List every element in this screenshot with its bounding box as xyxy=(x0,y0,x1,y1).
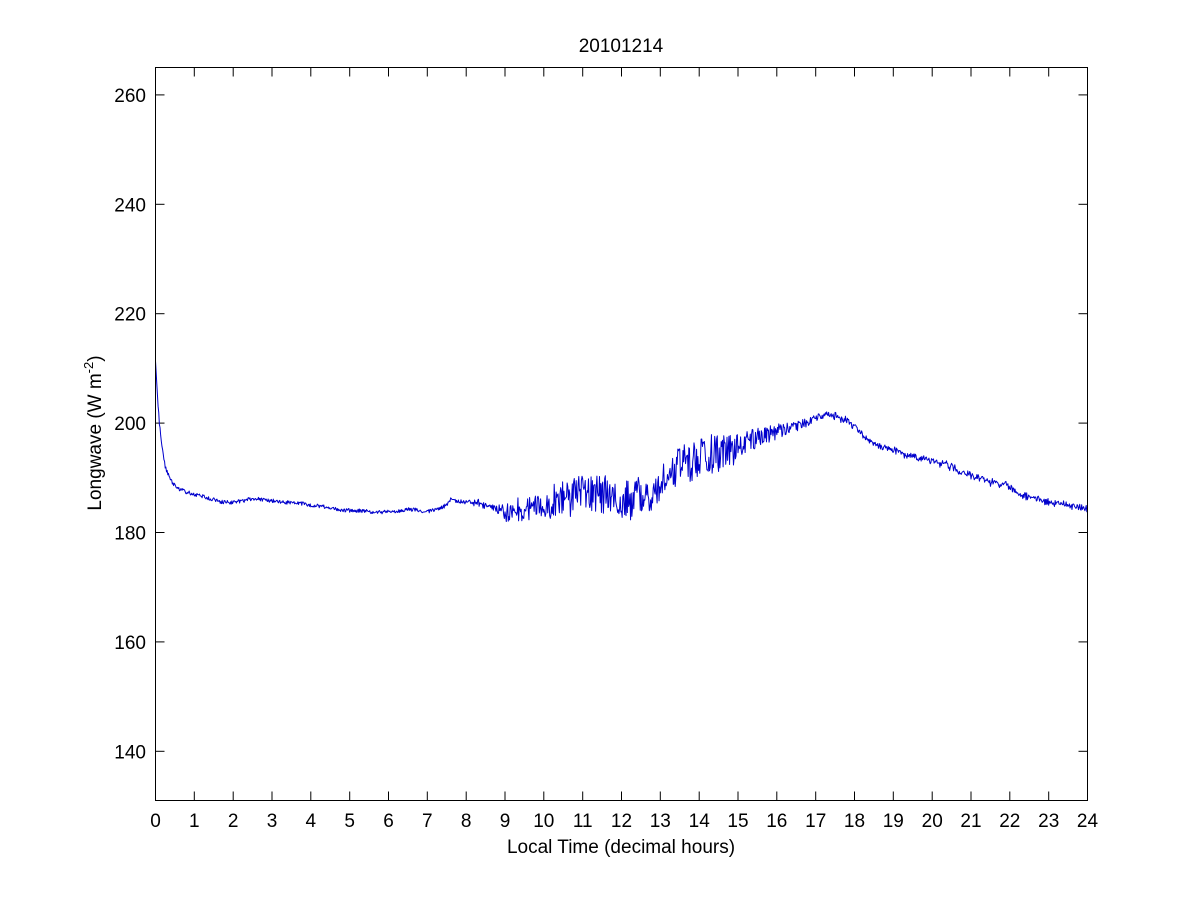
y-tick-label: 220 xyxy=(114,305,146,326)
x-tick-label: 6 xyxy=(383,811,394,832)
x-tick-label: 13 xyxy=(650,811,671,832)
y-axis-label-sup: -2 xyxy=(81,362,96,374)
x-tick-label: 14 xyxy=(689,811,711,832)
y-axis-label-main: Longwave (W m xyxy=(85,373,106,510)
x-tick-label: 11 xyxy=(573,811,593,832)
x-tick-label: 23 xyxy=(1038,811,1059,832)
x-tick-label: 9 xyxy=(500,811,511,832)
x-tick-label: 20 xyxy=(922,811,943,832)
x-tick-label: 12 xyxy=(611,811,632,832)
plot-frame xyxy=(155,67,1088,801)
y-tick-label: 260 xyxy=(114,86,146,107)
x-tick-label: 0 xyxy=(150,811,161,832)
x-tick-label: 24 xyxy=(1077,811,1099,832)
x-tick-label: 16 xyxy=(766,811,787,832)
x-tick-label: 1 xyxy=(189,811,200,832)
x-tick-label: 3 xyxy=(267,811,278,832)
x-tick-label: 8 xyxy=(461,811,472,832)
y-tick-label: 240 xyxy=(114,195,146,216)
x-tick-label: 15 xyxy=(727,811,748,832)
x-tick-label: 19 xyxy=(883,811,904,832)
y-tick-label: 180 xyxy=(114,524,146,545)
y-tick-label: 200 xyxy=(114,414,146,435)
y-axis-label-suffix: ) xyxy=(85,355,106,361)
x-axis-label: Local Time (decimal hours) xyxy=(507,837,735,858)
y-tick-label: 140 xyxy=(114,742,146,763)
x-tick-label: 18 xyxy=(844,811,865,832)
x-axis-ticks: 0 1 2 3 4 5 6 7 8 9 10 11 12 13 14 15 16 17 18 19 20 21 22 23 24 xyxy=(150,67,1099,832)
x-tick-label: 21 xyxy=(960,811,981,832)
y-axis-ticks: 140 160 180 200 220 240 260 xyxy=(114,86,1088,763)
x-tick-label: 10 xyxy=(533,811,554,832)
x-tick-label: 4 xyxy=(306,811,317,832)
x-tick-label: 22 xyxy=(999,811,1020,832)
x-tick-label: 7 xyxy=(422,811,433,832)
x-tick-label: 17 xyxy=(805,811,826,832)
longwave-series-line xyxy=(155,361,1088,523)
y-tick-label: 160 xyxy=(114,633,146,654)
y-axis-label: Longwave (W m-2) xyxy=(81,355,106,510)
chart-title: 20101214 xyxy=(579,36,664,57)
x-tick-label: 2 xyxy=(228,811,239,832)
x-tick-label: 5 xyxy=(344,811,355,832)
plot-area xyxy=(155,67,1088,801)
